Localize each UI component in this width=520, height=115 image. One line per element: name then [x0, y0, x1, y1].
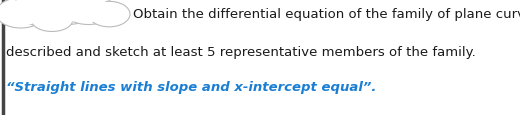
Ellipse shape — [67, 0, 111, 23]
Ellipse shape — [92, 4, 127, 26]
Ellipse shape — [0, 1, 42, 26]
Ellipse shape — [34, 11, 70, 30]
Ellipse shape — [13, 0, 70, 26]
Text: “Straight lines with slope and x-intercept equal”.: “Straight lines with slope and x-interce… — [6, 80, 376, 93]
Text: Obtain the differential equation of the family of plane curve: Obtain the differential equation of the … — [133, 8, 520, 21]
Ellipse shape — [0, 0, 46, 29]
Text: ,: , — [122, 8, 126, 21]
Ellipse shape — [43, 0, 92, 23]
Ellipse shape — [88, 2, 130, 28]
Ellipse shape — [62, 0, 114, 25]
Ellipse shape — [39, 0, 96, 25]
Ellipse shape — [31, 9, 73, 32]
Ellipse shape — [17, 0, 66, 24]
Text: described and sketch at least 5 representative members of the family.: described and sketch at least 5 represen… — [6, 46, 476, 59]
